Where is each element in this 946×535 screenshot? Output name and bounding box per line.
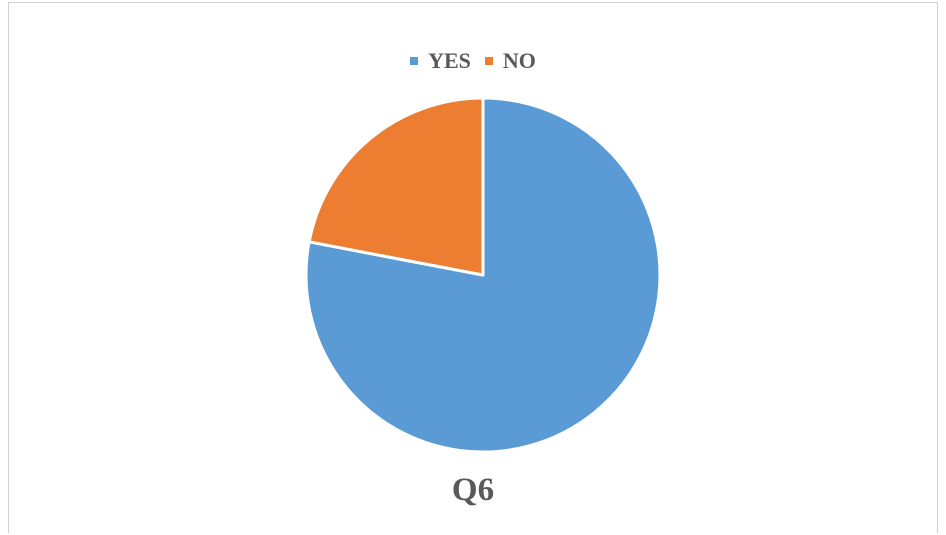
legend-item-yes: YES <box>410 48 471 74</box>
chart-legend: YES NO <box>0 48 946 74</box>
legend-swatch-no <box>484 57 493 65</box>
legend-item-no: NO <box>484 48 536 74</box>
legend-label-yes: YES <box>428 48 471 73</box>
pie-slices <box>304 96 662 454</box>
pie-slice-no <box>307 96 485 277</box>
legend-swatch-yes <box>410 57 419 65</box>
pie-slice-yes <box>304 96 662 454</box>
legend-label-no: NO <box>502 48 536 73</box>
chart-title: Q6 <box>451 472 495 508</box>
